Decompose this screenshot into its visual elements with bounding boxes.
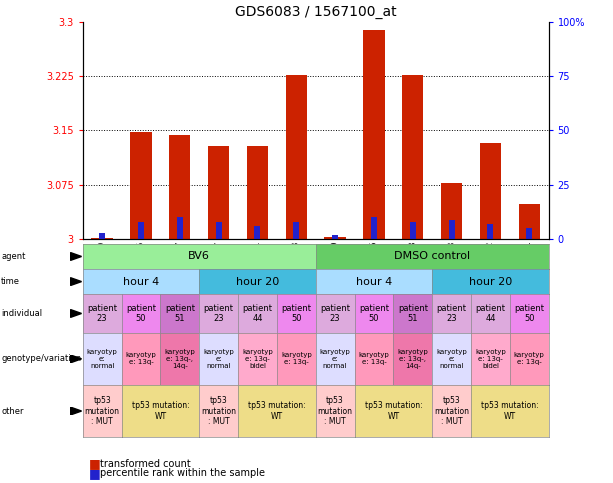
Text: patient
23: patient 23: [436, 304, 466, 323]
Text: patient
51: patient 51: [398, 304, 428, 323]
Text: time: time: [1, 277, 20, 286]
Bar: [99, 232, 105, 239]
Text: patient
50: patient 50: [359, 304, 389, 323]
Bar: [247, 145, 268, 239]
Text: patient
23: patient 23: [87, 304, 117, 323]
Bar: [324, 237, 346, 239]
Text: patient
44: patient 44: [243, 304, 272, 323]
Bar: [286, 75, 307, 239]
Text: karyotyp
e: 13q-,
14q-: karyotyp e: 13q-, 14q-: [164, 349, 195, 369]
Text: agent: agent: [1, 252, 26, 261]
Text: ■: ■: [89, 457, 101, 470]
Text: individual: individual: [1, 309, 42, 318]
Text: hour 20: hour 20: [469, 277, 512, 286]
Bar: [293, 222, 299, 239]
Text: karyotyp
e:
normal: karyotyp e: normal: [320, 349, 351, 369]
Text: karyotyp
e: 13q-,
14q-: karyotyp e: 13q-, 14q-: [397, 349, 428, 369]
Text: patient
51: patient 51: [165, 304, 195, 323]
Bar: [216, 222, 222, 239]
Text: tp53
mutation
: MUT: tp53 mutation : MUT: [318, 396, 352, 426]
Text: genotype/variation: genotype/variation: [1, 355, 82, 363]
Text: karyotyp
e: 13q-: karyotyp e: 13q-: [281, 353, 311, 365]
Bar: [177, 217, 183, 239]
Bar: [402, 75, 424, 239]
Bar: [254, 226, 261, 239]
Title: GDS6083 / 1567100_at: GDS6083 / 1567100_at: [235, 5, 397, 19]
Text: other: other: [1, 407, 24, 415]
Text: hour 4: hour 4: [356, 277, 392, 286]
Bar: [449, 219, 455, 239]
Text: hour 4: hour 4: [123, 277, 159, 286]
Bar: [409, 222, 416, 239]
Text: karyotyp
e: 13q-: karyotyp e: 13q-: [514, 353, 544, 365]
Bar: [371, 217, 377, 239]
Polygon shape: [70, 310, 82, 317]
Text: patient
23: patient 23: [204, 304, 234, 323]
Bar: [138, 222, 144, 239]
Text: patient
50: patient 50: [514, 304, 544, 323]
Text: hour 20: hour 20: [236, 277, 279, 286]
Text: ■: ■: [89, 467, 101, 480]
Bar: [519, 204, 540, 239]
Text: patient
50: patient 50: [281, 304, 311, 323]
Text: BV6: BV6: [188, 252, 210, 261]
Text: patient
44: patient 44: [476, 304, 505, 323]
Polygon shape: [70, 253, 82, 260]
Bar: [480, 142, 501, 239]
Bar: [526, 228, 532, 239]
Text: tp53
mutation
: MUT: tp53 mutation : MUT: [434, 396, 469, 426]
Text: karyotyp
e: 13q-
bidel: karyotyp e: 13q- bidel: [242, 349, 273, 369]
Polygon shape: [70, 355, 82, 363]
Text: tp53
mutation
: MUT: tp53 mutation : MUT: [201, 396, 236, 426]
Polygon shape: [70, 407, 82, 415]
Text: tp53
mutation
: MUT: tp53 mutation : MUT: [85, 396, 120, 426]
Text: karyotyp
e: 13q-: karyotyp e: 13q-: [126, 353, 156, 365]
Text: percentile rank within the sample: percentile rank within the sample: [100, 469, 265, 478]
Text: karyotyp
e: 13q-: karyotyp e: 13q-: [359, 353, 389, 365]
Bar: [91, 238, 113, 239]
Polygon shape: [70, 278, 82, 285]
Bar: [364, 30, 384, 239]
Text: karyotyp
e:
normal: karyotyp e: normal: [436, 349, 467, 369]
Text: karyotyp
e:
normal: karyotyp e: normal: [204, 349, 234, 369]
Bar: [332, 235, 338, 239]
Bar: [131, 132, 151, 239]
Bar: [487, 224, 493, 239]
Text: patient
50: patient 50: [126, 304, 156, 323]
Text: DMSO control: DMSO control: [394, 252, 470, 261]
Bar: [169, 136, 191, 239]
Bar: [208, 146, 229, 239]
Text: patient
23: patient 23: [320, 304, 350, 323]
Text: tp53 mutation:
WT: tp53 mutation: WT: [365, 401, 422, 421]
Bar: [441, 183, 462, 239]
Text: karyotyp
e:
normal: karyotyp e: normal: [87, 349, 118, 369]
Text: tp53 mutation:
WT: tp53 mutation: WT: [248, 401, 306, 421]
Text: tp53 mutation:
WT: tp53 mutation: WT: [481, 401, 539, 421]
Text: karyotyp
e: 13q-
bidel: karyotyp e: 13q- bidel: [475, 349, 506, 369]
Text: tp53 mutation:
WT: tp53 mutation: WT: [132, 401, 189, 421]
Text: transformed count: transformed count: [100, 459, 191, 469]
